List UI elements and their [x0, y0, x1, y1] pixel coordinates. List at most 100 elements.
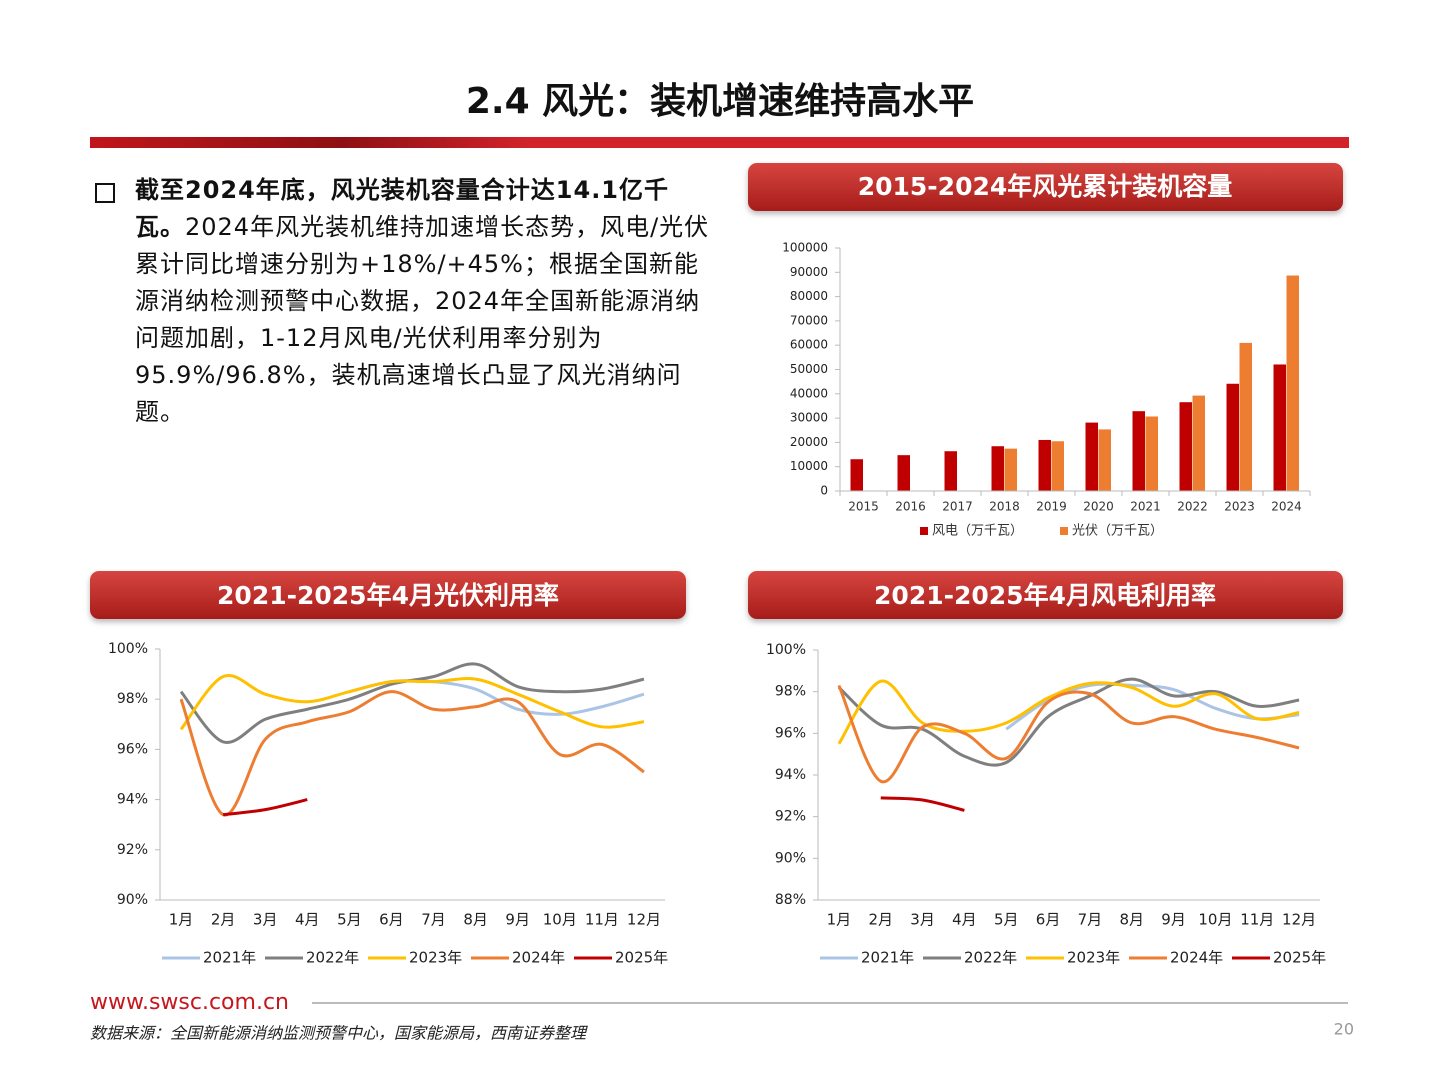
x-tick-label: 2月: [868, 911, 893, 929]
x-tick-label: 6月: [379, 911, 404, 929]
x-tick-label: 2022: [1177, 500, 1208, 514]
slide-title: 2.4 风光：装机增速维持高水平: [466, 81, 974, 122]
legend-label: 2022年: [306, 949, 359, 967]
chart-title: 2015-2024年风光累计装机容量: [858, 172, 1233, 201]
x-tick-label: 6月: [1036, 911, 1061, 929]
legend-label: 2023年: [1067, 949, 1120, 967]
x-tick-label: 10月: [543, 911, 577, 929]
x-tick-label: 8月: [463, 911, 488, 929]
y-tick-label: 30000: [790, 411, 828, 425]
y-tick-label: 90%: [775, 850, 806, 866]
chart-header: [748, 163, 1343, 211]
footer-url: www.swsc.com.cn: [90, 990, 289, 1015]
x-tick-label: 5月: [337, 911, 362, 929]
legend-swatch: [1060, 527, 1068, 535]
y-tick-label: 94%: [117, 792, 148, 808]
x-tick-label: 11月: [585, 911, 619, 929]
bar: [1226, 383, 1239, 491]
page-number: 20: [1334, 1020, 1354, 1039]
series-line: [179, 690, 645, 817]
y-tick-label: 98%: [117, 691, 148, 707]
y-tick-label: 88%: [775, 892, 806, 908]
bullet-body: 2024年风光装机维持加速增长态势，风电/光伏累计同比增速分别为+18%/+45…: [135, 213, 710, 426]
y-tick-label: 10000: [790, 459, 828, 473]
bar: [1051, 441, 1064, 491]
y-tick-label: 80000: [790, 289, 828, 303]
y-tick-label: 92%: [775, 809, 806, 825]
bullet-text: 截至2024年底，风光装机容量合计达14.1亿千瓦。2024年风光装机维持加速增…: [135, 172, 710, 431]
y-tick-label: 90%: [117, 892, 148, 908]
series-line: [222, 798, 308, 817]
bar: [1038, 439, 1051, 491]
bar: [1132, 411, 1145, 491]
legend-label: 2024年: [512, 949, 565, 967]
y-tick-label: 40000: [790, 386, 828, 400]
x-tick-label: 2月: [211, 911, 236, 929]
y-tick-label: 100%: [108, 641, 148, 657]
bar: [1192, 395, 1205, 491]
bar: [1004, 448, 1017, 491]
legend-label: 2021年: [861, 949, 914, 967]
x-tick-label: 2020: [1083, 500, 1114, 514]
bar: [1286, 275, 1299, 491]
bar: [850, 459, 863, 491]
x-tick-label: 9月: [505, 911, 530, 929]
x-tick-label: 2016: [895, 500, 926, 514]
legend-label: 2023年: [409, 949, 462, 967]
x-tick-label: 2018: [989, 500, 1020, 514]
series-line: [837, 679, 1300, 745]
x-tick-label: 4月: [295, 911, 320, 929]
y-tick-label: 50000: [790, 362, 828, 376]
y-tick-label: 92%: [117, 842, 148, 858]
bullet-icon: [95, 183, 115, 203]
bar: [991, 446, 1004, 491]
legend-label: 2022年: [964, 949, 1017, 967]
x-tick-label: 1月: [169, 911, 194, 929]
x-tick-label: 12月: [627, 911, 661, 929]
bar: [897, 455, 910, 491]
chart-header: [748, 571, 1343, 619]
series-line: [880, 796, 965, 812]
y-tick-label: 70000: [790, 313, 828, 327]
y-tick-label: 94%: [775, 767, 806, 783]
x-tick-label: 2015: [848, 500, 879, 514]
chart-title: 2021-2025年4月光伏利用率: [217, 581, 559, 610]
x-tick-label: 2017: [942, 500, 973, 514]
x-tick-label: 2019: [1036, 500, 1067, 514]
legend-swatch: [920, 527, 928, 535]
legend-label: 光伏（万千瓦）: [1072, 524, 1163, 539]
y-tick-label: 20000: [790, 435, 828, 449]
source-note: 数据来源：全国新能源消纳监测预警中心，国家能源局，西南证券整理: [90, 1024, 588, 1043]
bar: [1239, 342, 1252, 491]
series-line: [179, 662, 645, 744]
x-tick-label: 7月: [1078, 911, 1103, 929]
y-tick-label: 98%: [775, 684, 806, 700]
bar: [1098, 429, 1111, 491]
bar: [1085, 422, 1098, 491]
legend-label: 2024年: [1170, 949, 1223, 967]
y-tick-label: 0: [820, 484, 828, 498]
legend-label: 2021年: [203, 949, 256, 967]
x-tick-label: 9月: [1161, 911, 1186, 929]
x-tick-label: 8月: [1119, 911, 1144, 929]
y-tick-label: 96%: [117, 741, 148, 757]
bullet-bold: 截至2024年底，风光装机容量合计达14.1亿千瓦。: [135, 176, 670, 241]
legend-label: 风电（万千瓦）: [932, 524, 1023, 539]
x-tick-label: 10月: [1198, 911, 1232, 929]
bar: [944, 451, 957, 491]
x-tick-label: 7月: [421, 911, 446, 929]
x-tick-label: 2024: [1271, 500, 1302, 514]
legend-label: 2025年: [615, 949, 668, 967]
x-tick-label: 11月: [1240, 911, 1274, 929]
y-tick-label: 60000: [790, 338, 828, 352]
y-tick-label: 96%: [775, 725, 806, 741]
x-tick-label: 1月: [827, 911, 852, 929]
x-tick-label: 4月: [952, 911, 977, 929]
series-line: [179, 674, 645, 731]
x-tick-label: 3月: [910, 911, 935, 929]
y-tick-label: 100000: [782, 241, 828, 255]
title-rule: [90, 137, 1349, 148]
x-tick-label: 12月: [1282, 911, 1316, 929]
